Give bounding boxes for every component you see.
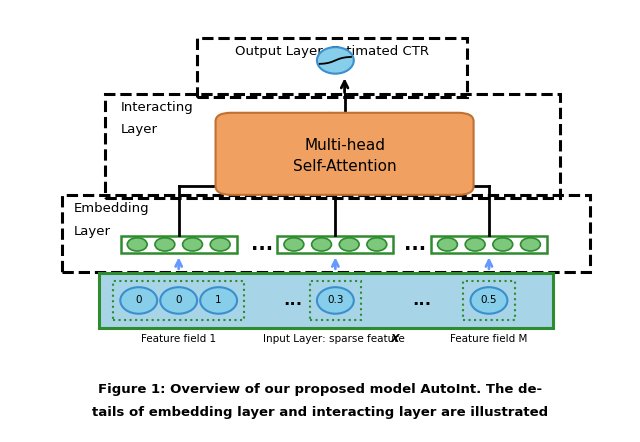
Ellipse shape xyxy=(120,287,157,314)
Text: 0: 0 xyxy=(136,295,142,305)
Ellipse shape xyxy=(284,238,304,251)
Text: Multi-head: Multi-head xyxy=(304,137,385,152)
Ellipse shape xyxy=(200,287,237,314)
Ellipse shape xyxy=(155,238,175,251)
FancyBboxPatch shape xyxy=(216,113,474,195)
Text: Feature field 1: Feature field 1 xyxy=(141,334,216,344)
Bar xyxy=(463,281,515,320)
Bar xyxy=(62,195,590,272)
Ellipse shape xyxy=(493,238,513,251)
Bar xyxy=(431,236,547,253)
Ellipse shape xyxy=(210,238,230,251)
Ellipse shape xyxy=(182,238,202,251)
Text: 1: 1 xyxy=(215,295,222,305)
Ellipse shape xyxy=(317,287,354,314)
Ellipse shape xyxy=(520,238,540,251)
Text: Layer: Layer xyxy=(74,225,111,237)
Text: ...: ... xyxy=(283,291,302,309)
Bar xyxy=(105,94,559,198)
Ellipse shape xyxy=(438,238,458,251)
Ellipse shape xyxy=(312,238,332,251)
Text: Input Layer: sparse feature: Input Layer: sparse feature xyxy=(263,334,408,344)
Text: Layer: Layer xyxy=(120,123,157,136)
Ellipse shape xyxy=(470,287,508,314)
Bar xyxy=(277,236,394,253)
Bar xyxy=(113,281,244,320)
Text: ...: ... xyxy=(412,291,431,309)
Ellipse shape xyxy=(465,238,485,251)
Ellipse shape xyxy=(367,238,387,251)
Text: 0.3: 0.3 xyxy=(327,295,344,305)
Ellipse shape xyxy=(127,238,147,251)
Text: 0.5: 0.5 xyxy=(481,295,497,305)
Text: ...: ... xyxy=(251,235,273,254)
Bar xyxy=(120,236,237,253)
Text: Interacting: Interacting xyxy=(120,100,193,114)
Bar xyxy=(310,281,361,320)
Text: 0: 0 xyxy=(175,295,182,305)
Text: Self-Attention: Self-Attention xyxy=(292,159,396,174)
Text: Output Layer: Estimated CTR: Output Layer: Estimated CTR xyxy=(236,45,429,58)
Text: X: X xyxy=(390,334,399,344)
Bar xyxy=(197,38,467,97)
Text: Feature field M: Feature field M xyxy=(451,334,527,344)
Ellipse shape xyxy=(317,47,354,74)
Ellipse shape xyxy=(160,287,197,314)
Text: ...: ... xyxy=(404,235,426,254)
Text: Figure 1: Overview of our proposed model AutoInt. The de-: Figure 1: Overview of our proposed model… xyxy=(98,383,542,396)
Text: Embedding: Embedding xyxy=(74,202,150,215)
Bar xyxy=(99,274,554,328)
Text: tails of embedding layer and interacting layer are illustrated: tails of embedding layer and interacting… xyxy=(92,406,548,419)
Ellipse shape xyxy=(339,238,359,251)
